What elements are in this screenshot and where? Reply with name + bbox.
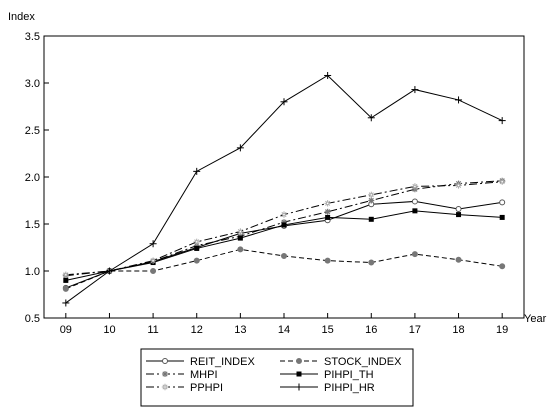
series-layer: [62, 71, 506, 307]
data-point: [105, 267, 113, 275]
legend-item: REIT_INDEX: [146, 356, 255, 368]
series-line: [65, 74, 503, 304]
y-tick-label: 1.0: [25, 266, 40, 278]
y-tick-label: 2.5: [25, 125, 40, 137]
y-axis-title: Index: [8, 11, 35, 23]
y-tick-label: 3.5: [25, 31, 40, 43]
data-point: [499, 263, 506, 270]
data-point: [63, 277, 69, 283]
y-axis: 0.5 1.0 1.5 2.0 2.5 3.0 3.5: [25, 31, 49, 325]
y-tick-label: 2.0: [25, 172, 40, 184]
legend-item: STOCK_INDEX: [280, 356, 402, 368]
legend-item: PIHPI_TH: [280, 369, 374, 381]
legend-item: PPHPI: [146, 382, 223, 394]
data-point: [456, 212, 462, 218]
x-tick-label: 16: [365, 324, 377, 336]
x-tick-label: 19: [496, 324, 508, 336]
data-point: [324, 71, 332, 79]
data-point: [455, 96, 463, 104]
x-axis-title: Year: [524, 313, 547, 325]
data-point: [498, 117, 506, 125]
data-point: [368, 191, 375, 199]
data-point: [368, 197, 375, 204]
y-tick-label: 1.5: [25, 219, 40, 231]
data-point: [411, 198, 418, 205]
x-tick-label: 12: [191, 324, 203, 336]
legend-label: REIT_INDEX: [190, 356, 255, 368]
legend-marker: [296, 358, 302, 364]
series-stock-index: [62, 246, 506, 292]
data-point: [193, 238, 200, 246]
data-point: [368, 216, 374, 222]
data-point: [281, 222, 287, 228]
x-tick-label: 17: [409, 324, 421, 336]
data-point: [411, 183, 419, 190]
data-point: [325, 214, 331, 220]
legend-marker: [162, 358, 168, 364]
plot-frame: [43, 35, 525, 319]
legend-item: MHPI: [146, 369, 218, 381]
data-point: [324, 208, 331, 215]
series-pihpi-hr: [62, 71, 506, 307]
x-tick-label: 11: [147, 324, 158, 336]
data-point: [412, 208, 418, 214]
legend-item: PIHPI_HR: [280, 382, 375, 394]
x-tick-label: 09: [60, 324, 72, 336]
x-tick-label: 14: [278, 324, 290, 336]
x-tick-label: 15: [322, 324, 334, 336]
legend-marker: [162, 371, 168, 377]
legend-marker: [295, 383, 303, 391]
x-tick-label: 13: [234, 324, 246, 336]
data-point: [499, 199, 506, 206]
y-tick-label: 0.5: [25, 313, 40, 325]
data-point: [62, 285, 69, 292]
x-tick-label: 18: [452, 324, 464, 336]
data-point: [281, 252, 287, 259]
data-point: [236, 144, 244, 152]
legend: REIT_INDEX STOCK_INDEX MHPI PIHPI_TH PPHPI PI…: [146, 356, 402, 394]
y-tick-label: 3.0: [25, 78, 40, 90]
data-point: [411, 86, 419, 94]
legend-label: PIHPI_HR: [324, 382, 375, 394]
data-point: [62, 271, 70, 278]
data-point: [280, 98, 288, 106]
data-point: [455, 205, 462, 212]
data-point: [149, 257, 157, 264]
data-point: [280, 211, 288, 218]
data-point: [237, 246, 244, 253]
data-point: [237, 235, 243, 241]
data-point: [455, 182, 462, 189]
data-point: [324, 200, 331, 207]
data-point: [498, 178, 506, 185]
legend-label: PIHPI_TH: [324, 369, 374, 381]
data-point: [193, 257, 200, 264]
data-point: [368, 259, 375, 266]
data-point: [499, 214, 505, 220]
x-axis: 09 10 11 12 13 14 15 16 17 18 19: [60, 313, 508, 336]
data-point: [150, 268, 157, 274]
data-point: [194, 245, 200, 251]
data-point: [324, 257, 331, 264]
data-point: [455, 256, 462, 263]
legend-label: MHPI: [190, 369, 218, 381]
legend-label: STOCK_INDEX: [324, 356, 402, 368]
x-tick-label: 10: [103, 324, 115, 336]
data-point: [237, 228, 244, 235]
legend-label: PPHPI: [190, 382, 223, 394]
data-point: [62, 299, 70, 307]
legend-marker: [296, 371, 302, 377]
data-point: [193, 167, 201, 175]
data-point: [411, 251, 418, 258]
data-point: [367, 114, 375, 122]
data-point: [149, 240, 157, 248]
legend-marker: [161, 383, 169, 391]
legend-box: [140, 348, 414, 407]
